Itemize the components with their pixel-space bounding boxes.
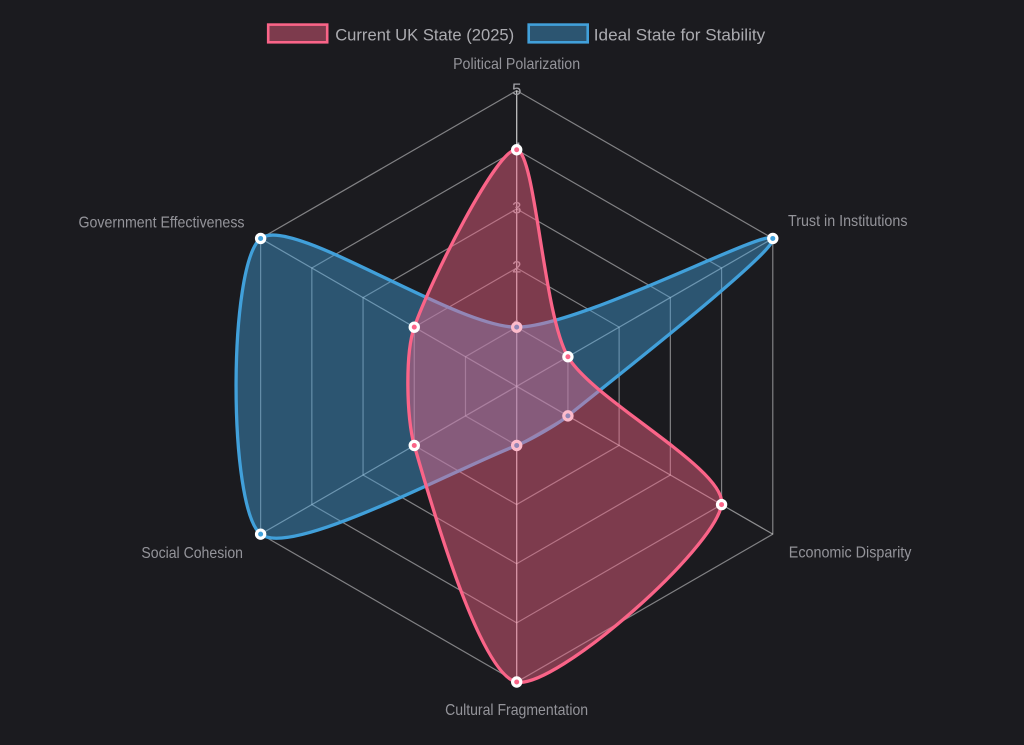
svg-text:Current UK State (2025): Current UK State (2025) <box>335 25 514 44</box>
svg-text:Social Cohesion: Social Cohesion <box>141 545 243 562</box>
svg-text:Government Effectiveness: Government Effectiveness <box>79 214 245 231</box>
svg-text:Political Polarization: Political Polarization <box>453 56 580 73</box>
svg-text:Trust in Institutions: Trust in Institutions <box>788 213 908 230</box>
svg-text:5: 5 <box>512 80 521 99</box>
svg-text:Economic Disparity: Economic Disparity <box>789 544 912 561</box>
svg-text:Cultural Fragmentation: Cultural Fragmentation <box>445 702 588 719</box>
svg-text:2: 2 <box>512 258 521 277</box>
svg-text:Ideal State for Stability: Ideal State for Stability <box>594 25 766 44</box>
svg-text:3: 3 <box>512 198 521 217</box>
